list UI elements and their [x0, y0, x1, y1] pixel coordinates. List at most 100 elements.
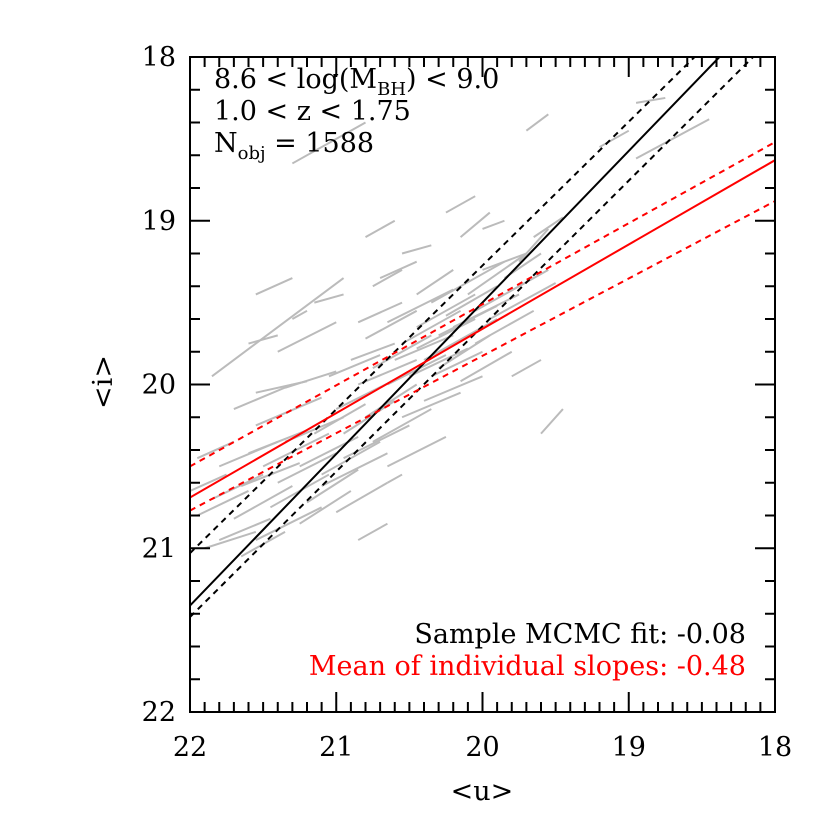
- object-segment: [386, 288, 454, 324]
- object-segment: [299, 490, 352, 525]
- object-segment: [218, 517, 271, 541]
- object-segment: [328, 354, 381, 378]
- object-segment: [350, 342, 396, 361]
- object-segment: [233, 485, 293, 520]
- x-tick-label: 18: [758, 732, 792, 763]
- fit-lines-layer: [190, 57, 775, 618]
- object-segment: [357, 359, 418, 386]
- object-segment: [277, 452, 337, 484]
- y-axis-label: <i>: [88, 355, 119, 409]
- object-segment: [423, 318, 498, 361]
- object-segment: [394, 334, 454, 361]
- sample-mcmc-fit-lower-line: [190, 57, 696, 554]
- x-tick-label: 22: [173, 732, 207, 763]
- object-count-annotation: Nobj = 1588: [214, 128, 374, 164]
- object-segment: [357, 301, 403, 324]
- tick-labels-layer: 22 21 20 19 18 18 19 20 21 22: [142, 42, 793, 763]
- object-segment: [218, 440, 279, 468]
- object-segment: [474, 269, 549, 312]
- y-tick-label: 22: [142, 697, 176, 728]
- object-segment: [364, 383, 418, 419]
- object-count-subscript: obj: [238, 143, 266, 164]
- object-segment: [533, 216, 564, 238]
- object-segment: [196, 440, 235, 460]
- object-segment: [211, 277, 345, 378]
- object-segment: [518, 228, 550, 263]
- x-tick-label: 20: [465, 732, 499, 763]
- object-segment: [321, 440, 381, 476]
- object-count-suffix: = 1588: [266, 128, 375, 159]
- mass-range-suffix: ) < 9.0: [406, 64, 499, 95]
- object-segment: [511, 359, 542, 378]
- object-segment: [401, 309, 462, 345]
- y-tick-label: 19: [142, 206, 176, 237]
- object-segment: [255, 380, 308, 394]
- y-tick-label: 20: [142, 370, 176, 401]
- object-segment: [540, 408, 564, 435]
- object-segment: [372, 269, 403, 288]
- object-segment: [430, 350, 483, 378]
- object-segment: [386, 473, 403, 484]
- x-axis-label: <u>: [451, 776, 514, 807]
- object-segment: [277, 321, 337, 353]
- legend-mcmc-fit: Sample MCMC fit: -0.08: [414, 619, 746, 650]
- object-segment: [379, 260, 418, 279]
- mass-range-subscript: BH: [377, 79, 406, 100]
- object-segment: [306, 468, 359, 504]
- object-segment: [416, 318, 476, 350]
- mean-of-individual-slopes-lower-line: [190, 200, 775, 512]
- mass-range-prefix: 8.6 < log(M: [214, 64, 377, 95]
- object-segment: [599, 129, 630, 148]
- object-segment: [291, 121, 366, 165]
- mean-of-individual-slopes-upper-line: [190, 141, 775, 468]
- object-segment: [372, 334, 432, 369]
- y-tick-label: 18: [142, 42, 176, 73]
- object-segment: [445, 195, 476, 214]
- object-segments-layer: [190, 96, 710, 558]
- sample-mcmc-fit-upper-line: [190, 57, 754, 618]
- object-segment: [386, 436, 447, 468]
- object-count-prefix: N: [214, 128, 238, 159]
- object-segment: [635, 118, 710, 160]
- object-segment: [190, 473, 227, 492]
- x-tick-label: 19: [612, 732, 646, 763]
- object-segment: [401, 391, 461, 419]
- object-segment: [423, 375, 483, 402]
- object-segment: [196, 490, 249, 517]
- object-segment: [365, 219, 396, 238]
- object-segment: [430, 260, 505, 304]
- object-segment: [372, 408, 432, 443]
- object-segment: [291, 309, 308, 320]
- object-segment: [445, 285, 498, 317]
- object-segment: [489, 282, 557, 320]
- object-segment: [474, 309, 535, 345]
- object-segment: [467, 252, 527, 296]
- object-segment: [459, 211, 491, 238]
- sample-mcmc-fit-line: [190, 57, 721, 607]
- object-segment: [525, 113, 549, 132]
- object-segment: [635, 96, 666, 104]
- object-segment: [357, 522, 388, 541]
- object-segment: [248, 334, 279, 345]
- object-segment: [335, 481, 388, 514]
- y-tick-label: 21: [142, 533, 176, 564]
- object-segment: [233, 383, 293, 410]
- mean-of-individual-slopes-line: [190, 159, 775, 499]
- object-segment: [401, 244, 432, 255]
- object-segment: [255, 277, 293, 296]
- object-segment: [416, 269, 454, 296]
- object-segment: [321, 452, 388, 487]
- legend-individual-slopes: Mean of individual slopes: -0.48: [309, 651, 746, 682]
- redshift-annotation: 1.0 < z < 1.75: [214, 96, 411, 127]
- x-tick-label: 21: [319, 732, 353, 763]
- object-segment: [255, 506, 323, 541]
- object-segment: [204, 530, 257, 550]
- object-segment: [460, 350, 513, 383]
- object-segment: [314, 293, 344, 304]
- object-segment: [365, 309, 418, 340]
- object-segment: [482, 219, 505, 230]
- mass-range-annotation: 8.6 < log(MBH) < 9.0: [214, 64, 499, 100]
- object-segment: [408, 347, 469, 378]
